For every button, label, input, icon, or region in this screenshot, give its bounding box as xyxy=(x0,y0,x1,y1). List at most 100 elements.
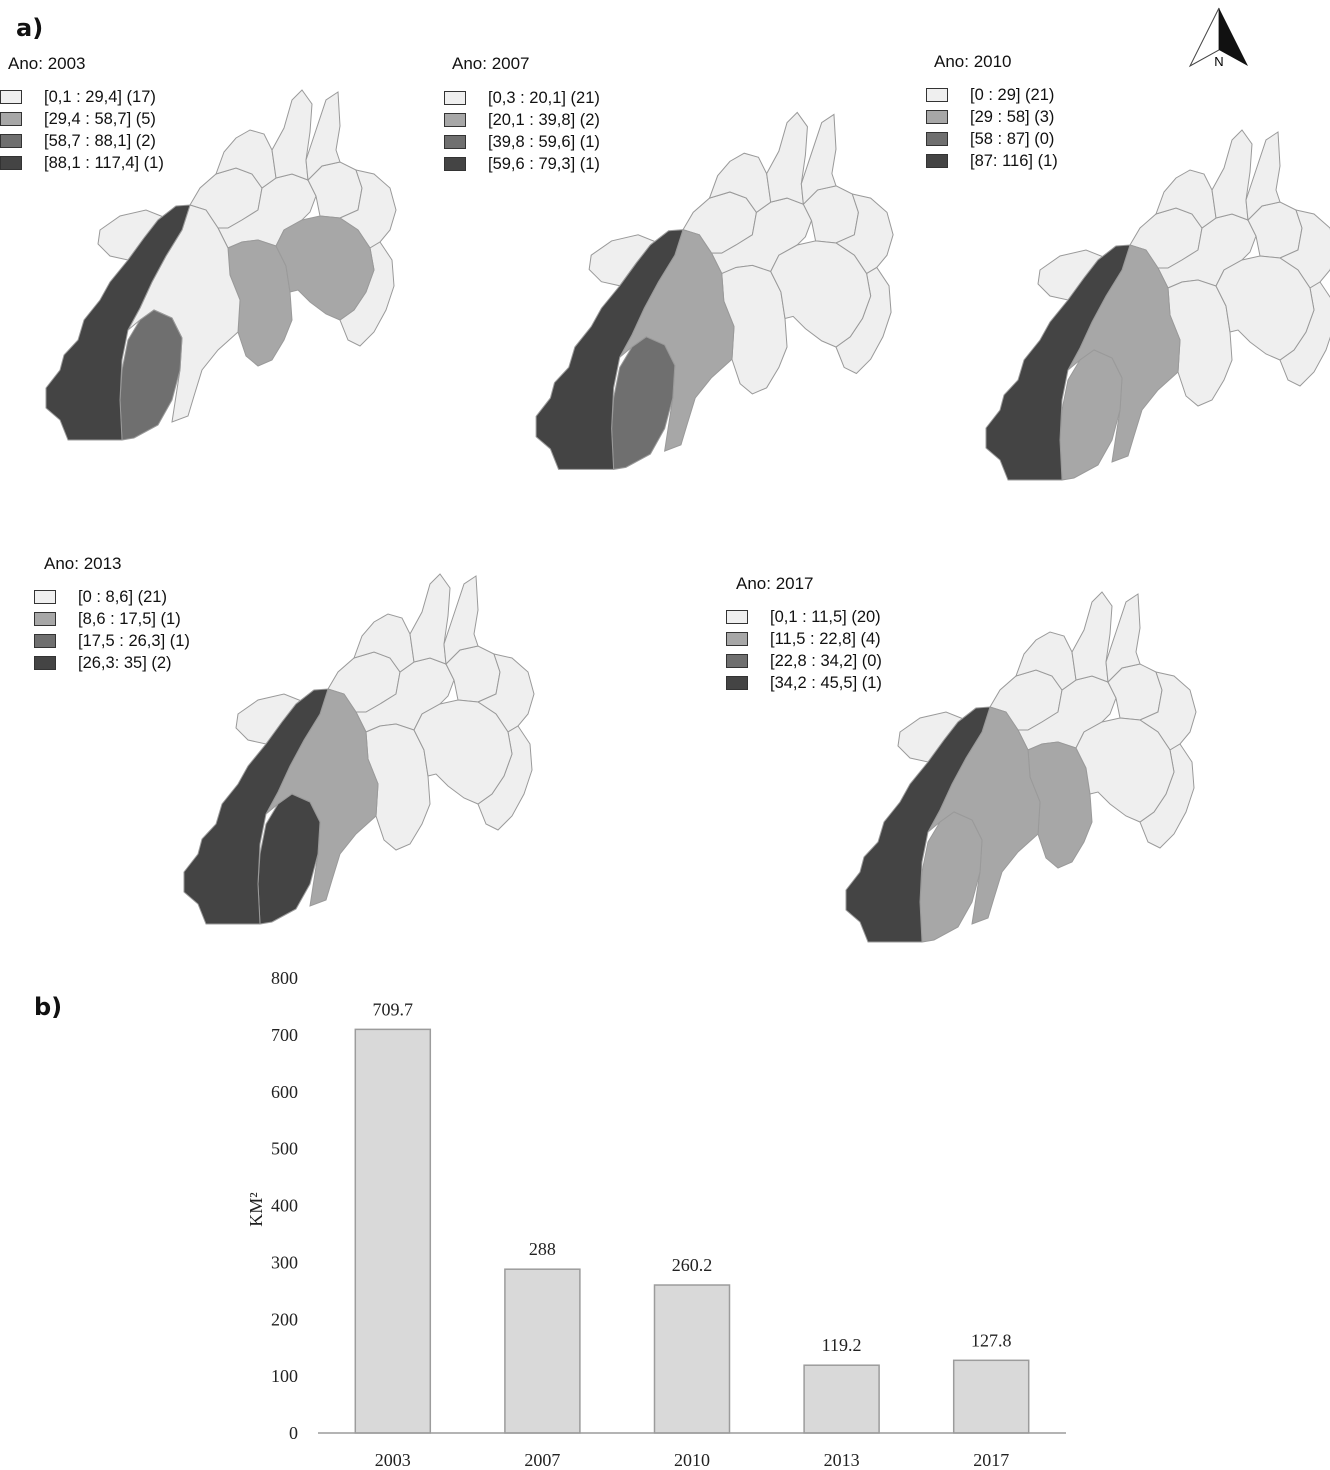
legend-swatch xyxy=(444,113,466,127)
legend-swatch xyxy=(726,632,748,646)
map-region-ne xyxy=(1215,255,1315,361)
y-tick-label: 400 xyxy=(271,1196,298,1216)
choropleth-map xyxy=(183,573,535,925)
y-tick-label: 200 xyxy=(271,1309,298,1329)
bar xyxy=(803,1364,880,1434)
map-region-ne xyxy=(275,215,375,321)
legend-label: [17,5 : 26,3] (1) xyxy=(78,631,190,650)
legend-swatch xyxy=(34,656,56,670)
choropleth-map xyxy=(45,89,397,441)
map-2003: Ano: 2003 [0,1 : 29,4] (17) [29,4 : 58,7] … xyxy=(0,52,420,452)
x-tick-label: 2013 xyxy=(824,1450,860,1470)
legend-item: [39,8 : 59,6] (1) xyxy=(444,131,600,153)
map-region-north5 xyxy=(1071,591,1113,683)
legend-label: [39,8 : 59,6] (1) xyxy=(488,132,600,151)
y-tick-label: 100 xyxy=(271,1366,298,1386)
legend-item: [29 : 58] (3) xyxy=(926,106,1058,128)
x-tick-label: 2017 xyxy=(973,1450,1009,1470)
x-tick-label: 2003 xyxy=(375,1450,411,1470)
map-2007: Ano: 2007 [0,3 : 20,1] (21) [20,1 : 39,8] … xyxy=(440,52,910,472)
legend-label: [0,1 : 29,4] (17) xyxy=(44,87,156,106)
legend-label: [0 : 29] (21) xyxy=(970,85,1055,104)
x-tick-label: 2007 xyxy=(524,1450,560,1470)
map-2010: Ano: 2010 [0 : 29] (21) [29 : 58] (3) [58 :… xyxy=(920,52,1330,487)
map-region-north6 xyxy=(1105,593,1141,684)
map-region-ne xyxy=(1075,717,1175,823)
bar-data-label: 260.2 xyxy=(672,1255,713,1275)
bar-data-label: 288 xyxy=(529,1239,556,1259)
legend-label: [29,4 : 58,7] (5) xyxy=(44,109,156,128)
legend-swatch xyxy=(926,132,948,146)
bar xyxy=(354,1028,432,1434)
legend-swatch xyxy=(726,676,748,690)
legend-item: [26,3: 35] (2) xyxy=(34,652,190,674)
legend-label: [58 : 87] (0) xyxy=(970,129,1055,148)
legend-label: [29 : 58] (3) xyxy=(970,107,1055,126)
legend-swatch xyxy=(0,156,22,170)
map-legend: [0,1 : 29,4] (17) [29,4 : 58,7] (5) [58,7 … xyxy=(0,86,164,174)
map-region-north5 xyxy=(1211,129,1253,221)
y-tick-label: 0 xyxy=(289,1423,298,1443)
legend-item: [0,3 : 20,1] (21) xyxy=(444,87,600,109)
legend-item: [58 : 87] (0) xyxy=(926,128,1058,150)
legend-swatch xyxy=(0,90,22,104)
legend-item: [22,8 : 34,2] (0) xyxy=(726,650,882,672)
legend-item: [58,7 : 88,1] (2) xyxy=(0,130,164,152)
legend-label: [0,3 : 20,1] (21) xyxy=(488,88,600,107)
legend-label: [0,1 : 11,5] (20) xyxy=(770,607,881,626)
legend-item: [20,1 : 39,8] (2) xyxy=(444,109,600,131)
legend-item: [0,1 : 29,4] (17) xyxy=(0,86,164,108)
choropleth-map xyxy=(985,129,1330,481)
map-title: Ano: 2013 xyxy=(44,554,122,573)
x-tick-label: 2010 xyxy=(674,1450,710,1470)
bar-data-label: 709.7 xyxy=(373,999,414,1019)
legend-item: [0,1 : 11,5] (20) xyxy=(726,606,882,628)
map-title: Ano: 2010 xyxy=(934,52,1012,71)
legend-swatch xyxy=(0,112,22,126)
legend-item: [88,1 : 117,4] (1) xyxy=(0,152,164,174)
y-tick-label: 500 xyxy=(271,1139,298,1159)
legend-label: [58,7 : 88,1] (2) xyxy=(44,131,156,150)
legend-item: [0 : 29] (21) xyxy=(926,84,1058,106)
map-region-north6 xyxy=(443,575,479,666)
legend-swatch xyxy=(726,654,748,668)
map-title: Ano: 2003 xyxy=(8,54,86,73)
map-region-sw-big xyxy=(535,229,684,470)
legend-swatch xyxy=(34,612,56,626)
map-region-north5 xyxy=(766,111,808,205)
bar xyxy=(653,1284,731,1434)
legend-label: [88,1 : 117,4] (1) xyxy=(44,153,164,172)
choropleth-map xyxy=(535,111,894,470)
legend-label: [22,8 : 34,2] (0) xyxy=(770,651,882,670)
panel-a-label: a) xyxy=(16,14,44,42)
bar-data-label: 127.8 xyxy=(971,1330,1012,1350)
legend-item: [87: 116] (1) xyxy=(926,150,1058,172)
legend-label: [8,6 : 17,5] (1) xyxy=(78,609,181,628)
legend-swatch xyxy=(444,91,466,105)
map-region-sw-big xyxy=(183,688,329,925)
legend-item: [8,6 : 17,5] (1) xyxy=(34,608,190,630)
choropleth-map xyxy=(845,591,1197,943)
legend-swatch xyxy=(444,135,466,149)
map-region-ne xyxy=(770,240,872,348)
map-region-north5 xyxy=(409,573,451,665)
legend-swatch xyxy=(0,134,22,148)
legend-swatch xyxy=(926,110,948,124)
bar-chart: 0 100 200 300 400 500 600 700 800 KM² 709.7 2003 288… xyxy=(246,968,1066,1470)
legend-item: [11,5 : 22,8] (4) xyxy=(726,628,882,650)
panel-b-label: b) xyxy=(34,993,63,1021)
legend-item: [59,6 : 79,3] (1) xyxy=(444,153,600,175)
y-tick-label: 300 xyxy=(271,1252,298,1272)
map-region-sw-big xyxy=(845,706,991,943)
y-tick-label: 700 xyxy=(271,1025,298,1045)
legend-swatch xyxy=(926,154,948,168)
legend-swatch xyxy=(926,88,948,102)
bar xyxy=(504,1268,581,1434)
y-tick-label: 600 xyxy=(271,1082,298,1102)
north-arrow-icon: N xyxy=(1188,7,1248,69)
map-region-ne xyxy=(413,699,513,805)
map-region-north6 xyxy=(1245,131,1281,222)
map-2017: Ano: 2017 [0,1 : 11,5] (20) [11,5 : 22,8] … xyxy=(720,572,1200,943)
legend-swatch xyxy=(444,157,466,171)
map-region-sw-big xyxy=(985,244,1131,481)
